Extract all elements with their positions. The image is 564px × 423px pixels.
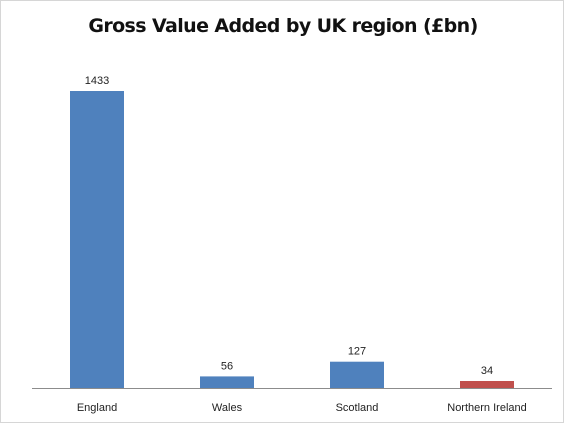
x-tick-label: Northern Ireland: [447, 402, 527, 414]
bar-england: [70, 91, 124, 388]
data-label: 34: [481, 365, 493, 377]
data-label: 127: [348, 346, 366, 358]
bar-scotland: [330, 361, 384, 388]
x-tick-label: Wales: [212, 402, 243, 414]
bar-wales: [200, 376, 254, 388]
chart-title: Gross Value Added by UK region (£bn): [88, 15, 478, 37]
data-label: 1433: [85, 75, 109, 87]
bar-northern-ireland: [460, 381, 514, 388]
x-tick-label: Scotland: [336, 402, 379, 414]
x-tick-label: England: [77, 402, 117, 414]
data-label: 56: [221, 360, 233, 372]
